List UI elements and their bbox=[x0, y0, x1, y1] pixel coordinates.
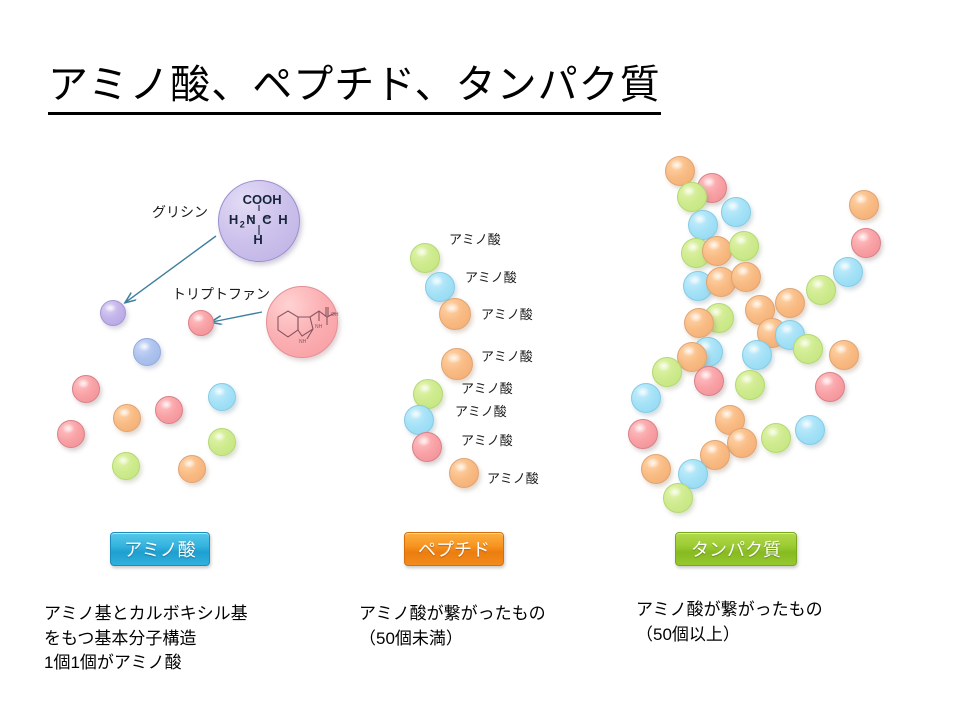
peptide-bead-orange-3 bbox=[441, 348, 473, 380]
glycine-molecule: COOH H2N C H H bbox=[218, 180, 300, 262]
peptide-bead-label-0: アミノ酸 bbox=[449, 232, 501, 247]
protein-bead-orange-18 bbox=[775, 288, 805, 318]
protein-bead-orange-12 bbox=[731, 262, 761, 292]
formula-hydrogen: H bbox=[253, 232, 263, 248]
peptide-bead-label-5: アミノ酸 bbox=[455, 404, 507, 419]
protein-bead-green-23 bbox=[793, 334, 823, 364]
protein-bead-blue-4 bbox=[721, 197, 751, 227]
peptide-bead-blue-1 bbox=[425, 272, 455, 302]
protein-bead-orange-24 bbox=[829, 340, 859, 370]
protein-bead-green-13 bbox=[806, 275, 836, 305]
peptide-bead-blue-5 bbox=[404, 405, 434, 435]
protein-bead-green-25 bbox=[652, 357, 682, 387]
glycine-formula: COOH H2N C H H bbox=[219, 181, 299, 261]
protein-bead-blue-3 bbox=[688, 210, 718, 240]
callout-label-tryptophan: トリプトファン bbox=[172, 286, 270, 302]
caption-amino-acid: アミノ基とカルボキシル基 をもつ基本分子構造 1個1個がアミノ酸 bbox=[44, 604, 248, 673]
badge-peptide[interactable]: ペプチド bbox=[404, 532, 504, 566]
peptide-bead-green-0 bbox=[410, 243, 440, 273]
protein-bead-blue-35 bbox=[795, 415, 825, 445]
amino-acid-bead-pink-7 bbox=[57, 420, 85, 448]
protein-bead-green-2 bbox=[677, 182, 707, 212]
amino-acid-bead-pink-1 bbox=[188, 310, 214, 336]
peptide-bead-label-6: アミノ酸 bbox=[461, 433, 513, 448]
svg-text:NH: NH bbox=[315, 324, 323, 330]
peptide-bead-label-1: アミノ酸 bbox=[465, 270, 517, 285]
protein-bead-orange-16 bbox=[684, 308, 714, 338]
svg-text:NH: NH bbox=[299, 339, 307, 345]
amino-acid-bead-purple-0 bbox=[100, 300, 126, 326]
formula-backbone: H2N C H bbox=[228, 212, 290, 230]
callout-label-glycine: グリシン bbox=[152, 204, 208, 220]
protein-bead-orange-5 bbox=[849, 190, 879, 220]
page-title: アミノ酸、ペプチド、タンパク質 bbox=[48, 62, 661, 115]
amino-acid-bead-green-8 bbox=[208, 428, 236, 456]
caption-protein: アミノ酸が繋がったもの （50個以上） bbox=[636, 600, 823, 644]
peptide-bead-label-4: アミノ酸 bbox=[461, 381, 513, 396]
protein-bead-pink-9 bbox=[851, 228, 881, 258]
tryptophan-skeletal-structure: NH NH OH bbox=[277, 307, 339, 345]
peptide-bead-orange-2 bbox=[439, 298, 471, 330]
formula-carboxyl: COOH bbox=[242, 192, 282, 208]
amino-acid-bead-orange-5 bbox=[113, 404, 141, 432]
amino-acid-bead-pink-3 bbox=[72, 375, 100, 403]
glycine-bond-lines bbox=[249, 205, 270, 235]
amino-acid-bead-green-9 bbox=[112, 452, 140, 480]
peptide-bead-label-7: アミノ酸 bbox=[487, 471, 539, 486]
protein-bead-orange-0 bbox=[665, 156, 695, 186]
amino-acid-bead-blue-6 bbox=[208, 383, 236, 411]
protein-bead-blue-26 bbox=[742, 340, 772, 370]
protein-bead-green-29 bbox=[735, 370, 765, 400]
badge-protein[interactable]: タンパク質 bbox=[675, 532, 797, 566]
protein-bead-blue-27 bbox=[631, 383, 661, 413]
peptide-bead-pink-6 bbox=[412, 432, 442, 462]
protein-bead-green-39 bbox=[663, 483, 693, 513]
caption-peptide: アミノ酸が繋がったもの （50個未満） bbox=[359, 604, 546, 648]
amino-acid-bead-orange-10 bbox=[178, 455, 206, 483]
tryptophan-arrow bbox=[212, 311, 263, 322]
peptide-bead-orange-7 bbox=[449, 458, 479, 488]
protein-bead-orange-22 bbox=[677, 342, 707, 372]
protein-bead-pink-30 bbox=[815, 372, 845, 402]
protein-bead-orange-7 bbox=[702, 236, 732, 266]
amino-acid-bead-pink-4 bbox=[155, 396, 183, 424]
badge-amino-acid[interactable]: アミノ酸 bbox=[110, 532, 210, 566]
peptide-bead-label-2: アミノ酸 bbox=[481, 307, 533, 322]
protein-bead-blue-14 bbox=[833, 257, 863, 287]
peptide-bead-label-3: アミノ酸 bbox=[481, 349, 533, 364]
tryptophan-molecule: NH NH OH bbox=[266, 286, 339, 358]
protein-bead-green-8 bbox=[729, 231, 759, 261]
protein-bead-orange-36 bbox=[641, 454, 671, 484]
protein-bead-pink-31 bbox=[628, 419, 658, 449]
protein-bead-orange-32 bbox=[715, 405, 745, 435]
protein-bead-green-34 bbox=[761, 423, 791, 453]
protein-bead-orange-33 bbox=[727, 428, 757, 458]
amino-acid-bead-periwinkle-2 bbox=[133, 338, 161, 366]
svg-text:OH: OH bbox=[331, 312, 339, 318]
protein-bead-pink-28 bbox=[694, 366, 724, 396]
